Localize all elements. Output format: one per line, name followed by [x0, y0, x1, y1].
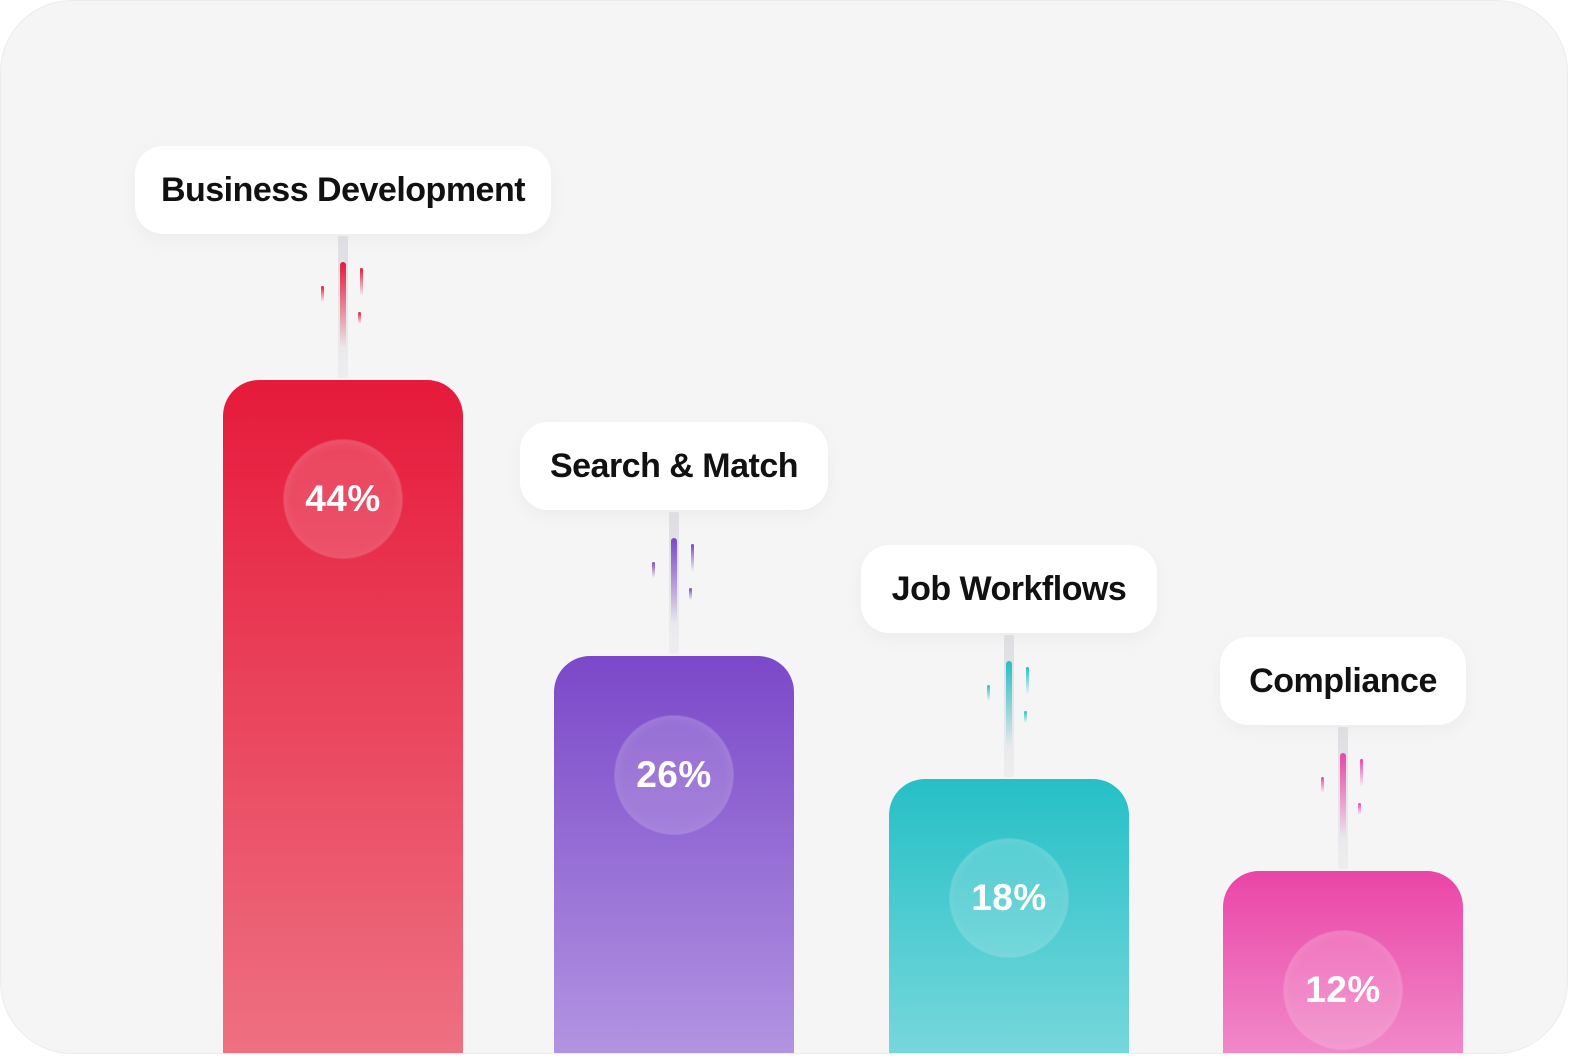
streak-search-match-0 — [671, 538, 677, 624]
streak-compliance-3 — [1358, 803, 1361, 815]
category-label-text: Business Development — [160, 170, 526, 209]
value-label: 18% — [971, 877, 1047, 918]
value-label: 26% — [636, 754, 712, 795]
category-label-business-development: Business Development — [135, 146, 551, 234]
category-label-search-match: Search & Match — [520, 422, 828, 510]
streak-job-workflows-1 — [987, 685, 990, 701]
streak-compliance-1 — [1321, 777, 1324, 793]
streak-compliance-2 — [1360, 759, 1363, 787]
category-label-text: Compliance — [1249, 661, 1437, 700]
value-badge-search-match: 26% — [615, 716, 733, 834]
value-label: 44% — [305, 478, 381, 519]
streak-search-match-3 — [689, 588, 692, 600]
streak-search-match-1 — [652, 562, 655, 578]
streak-business-development-3 — [358, 312, 361, 324]
bar-search-match — [554, 656, 794, 1053]
category-label-text: Job Workflows — [891, 569, 1127, 608]
streak-job-workflows-0 — [1006, 661, 1012, 747]
value-badge-compliance: 12% — [1284, 931, 1402, 1049]
streak-search-match-2 — [691, 544, 694, 572]
category-label-text: Search & Match — [549, 446, 799, 485]
bar-business-development — [223, 380, 463, 1053]
bar-compliance — [1223, 871, 1463, 1053]
category-label-job-workflows: Job Workflows — [861, 545, 1157, 633]
streak-business-development-0 — [340, 262, 346, 348]
category-label-compliance: Compliance — [1220, 637, 1466, 725]
value-label: 12% — [1305, 969, 1381, 1010]
streak-business-development-1 — [321, 286, 324, 302]
streak-job-workflows-3 — [1024, 711, 1027, 723]
value-badge-job-workflows: 18% — [950, 839, 1068, 957]
bar-job-workflows — [889, 779, 1129, 1053]
streak-job-workflows-2 — [1026, 667, 1029, 695]
streak-business-development-2 — [360, 268, 363, 296]
value-badge-business-development: 44% — [284, 440, 402, 558]
streak-compliance-0 — [1340, 753, 1346, 839]
